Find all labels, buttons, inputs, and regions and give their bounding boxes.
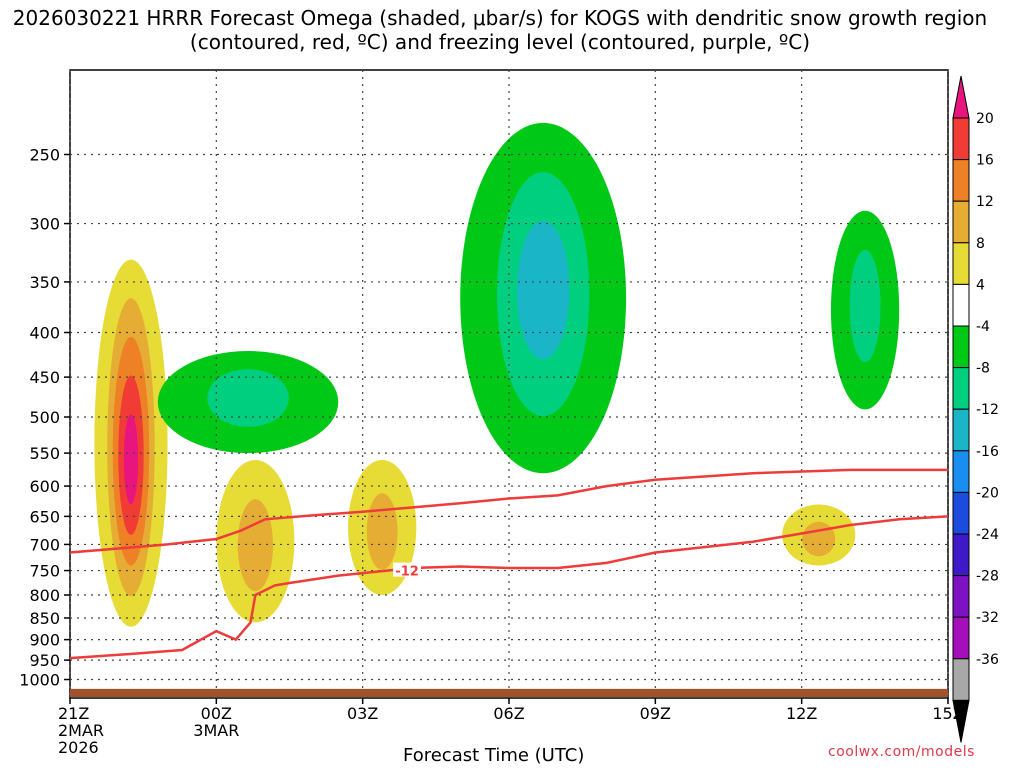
omega-region	[517, 221, 570, 360]
contour-label-bg	[393, 562, 422, 577]
y-tick-label: 450	[29, 368, 60, 387]
x-tick-label: 09Z	[640, 704, 671, 723]
colorbar-band	[952, 408, 970, 452]
omega-region	[207, 369, 289, 427]
omega-region	[237, 499, 274, 592]
x-tick-label: 2026	[58, 738, 99, 757]
y-tick-label: 950	[29, 651, 60, 670]
omega-region	[123, 414, 139, 505]
y-axis: 250 300 350 400 450 500 550 600 650 700 750 800 850 9…	[19, 146, 70, 690]
colorbar-label: -4	[976, 319, 990, 335]
y-tick-label: 400	[29, 324, 60, 343]
y-tick-label: 750	[29, 562, 60, 581]
colorbar-band	[952, 159, 970, 202]
colorbar-band	[952, 533, 970, 577]
colorbar-label: 16	[976, 153, 994, 169]
colorbar-label: -32	[976, 610, 999, 626]
colorbar-band	[952, 367, 970, 410]
colorbar-band	[952, 200, 970, 244]
colorbar-label: -12	[976, 402, 999, 418]
colorbar-label: -28	[976, 569, 999, 585]
x-tick-label: 12Z	[786, 704, 817, 723]
omega-region	[802, 521, 836, 557]
contour-label: -12	[395, 565, 419, 580]
colorbar: 20 16 12 8 4 -4 -8 -12 -16 -20 -24 -28 -32 -36	[952, 75, 999, 743]
x-tick-label: 3MAR	[193, 721, 239, 740]
x-tick-label: 06Z	[493, 704, 524, 723]
colorbar-band	[952, 491, 970, 535]
colorbar-band	[952, 242, 970, 285]
y-tick-label: 650	[29, 507, 60, 526]
x-tick-label: 2MAR	[58, 721, 104, 740]
colorbar-cap	[952, 75, 970, 119]
omega-fills	[94, 122, 900, 627]
y-tick-label: 350	[29, 273, 60, 292]
y-tick-label: 700	[29, 535, 60, 554]
colorbar-label: -36	[976, 652, 999, 668]
x-tick-label: 21Z	[58, 704, 89, 723]
y-tick-label: 600	[29, 477, 60, 496]
chart-title: 2026030221 HRRR Forecast Omega (shaded, …	[12, 6, 988, 54]
colorbar-label: -8	[976, 361, 990, 377]
colorbar-band	[952, 658, 970, 701]
y-tick-label: 550	[29, 444, 60, 463]
colorbar-label: 8	[976, 236, 985, 252]
y-tick-label: 900	[29, 631, 60, 650]
colorbar-band	[952, 283, 970, 327]
y-tick-label: 800	[29, 586, 60, 605]
x-tick-label: 00Z	[201, 704, 232, 723]
colorbar-label: 4	[976, 277, 985, 293]
colorbar-band	[952, 616, 970, 660]
ground-strip	[70, 688, 948, 697]
colorbar-band	[952, 117, 970, 161]
credit-link[interactable]: coolwx.com/models	[828, 744, 975, 760]
y-tick-label: 1000	[19, 671, 60, 690]
omega-region	[849, 249, 881, 363]
colorbar-label: -16	[976, 444, 999, 460]
y-tick-label: 850	[29, 609, 60, 628]
colorbar-label: -24	[976, 527, 999, 543]
colorbar-band	[952, 575, 970, 618]
colorbar-label: 12	[976, 194, 994, 210]
y-tick-label: 300	[29, 215, 60, 234]
colorbar-band	[952, 325, 970, 369]
ground-surface	[70, 688, 948, 697]
colorbar-label: -20	[976, 485, 999, 501]
contour-lines: -12	[69, 468, 949, 660]
omega-region	[366, 493, 398, 570]
y-tick-label: 500	[29, 408, 60, 427]
colorbar-cap	[952, 699, 970, 743]
x-axis-label: Forecast Time (UTC)	[403, 745, 585, 766]
contour-line	[69, 468, 948, 554]
colorbar-label: 20	[976, 111, 994, 127]
y-tick-label: 250	[29, 146, 60, 165]
colorbar-band	[952, 450, 970, 493]
x-tick-label: 03Z	[347, 704, 378, 723]
